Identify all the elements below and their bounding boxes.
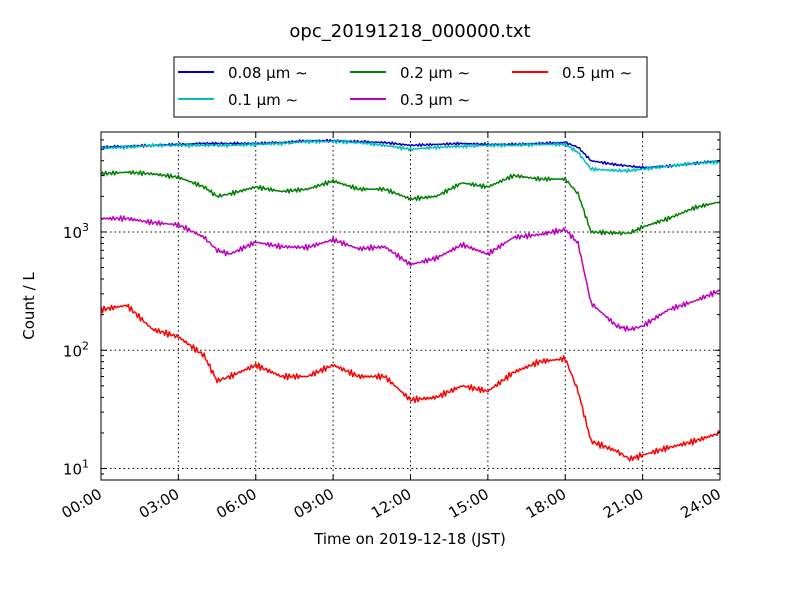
series-line (100, 303, 721, 462)
legend: 0.08 μm ∼ 0.1 μm ∼ 0.2 μm ∼ 0.3 μm ∼ 0.5 μm … (173, 56, 648, 118)
series-line (100, 215, 721, 332)
legend-label: 0.2 μm ∼ (400, 64, 470, 82)
series-line (100, 139, 721, 174)
legend-label: 0.1 μm ∼ (228, 91, 298, 109)
legend-label: 0.08 μm ∼ (228, 64, 308, 82)
legend-label: 0.5 μm ∼ (562, 64, 632, 82)
chart-title: opc_20191218_000000.txt (289, 21, 530, 42)
series-line (100, 138, 721, 170)
series-line (100, 170, 721, 236)
y-tick-label: 102 (63, 339, 89, 360)
plot-lines (100, 138, 721, 462)
x-axis-label: Time on 2019-12-18 (JST) (313, 530, 506, 548)
y-tick-label: 103 (63, 221, 89, 242)
y-axis-label: Count / L (20, 272, 38, 340)
legend-label: 0.3 μm ∼ (400, 91, 470, 109)
y-tick-label: 101 (63, 458, 89, 479)
legend-box (173, 56, 648, 118)
